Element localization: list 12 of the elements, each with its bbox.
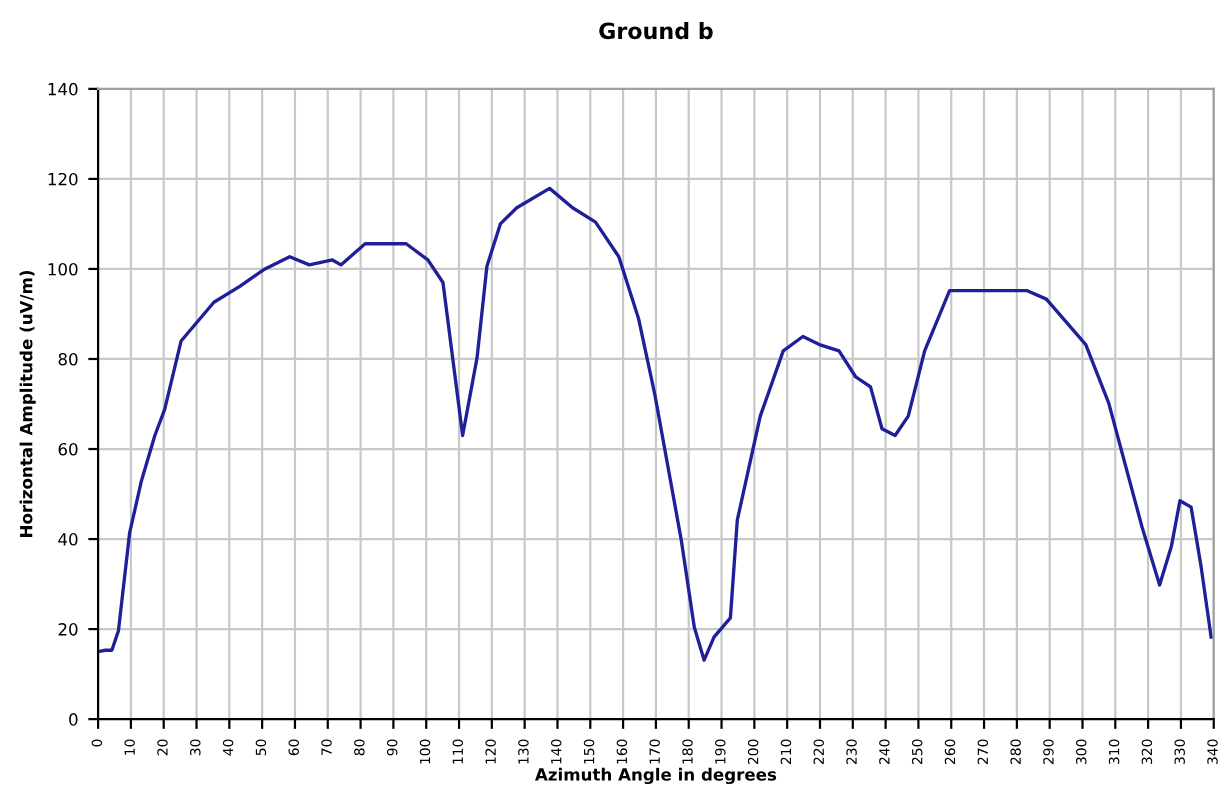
y-tick-label: 100 xyxy=(48,262,78,276)
y-tick-label: 40 xyxy=(58,533,78,546)
y-axis-title: Horizontal Amplitude (uV/m) xyxy=(19,270,36,537)
y-tick-label: 80 xyxy=(58,352,78,366)
line-series xyxy=(98,186,1213,662)
y-tick-label: 20 xyxy=(58,623,78,636)
y-tick-label: 0 xyxy=(69,713,78,726)
x-axis-title: Azimuth Angle in degrees xyxy=(535,767,777,785)
y-tick-label: 120 xyxy=(48,172,78,186)
y-tick-label: 140 xyxy=(48,82,78,96)
y-tick-label: 60 xyxy=(58,442,78,456)
chart-title: Ground b xyxy=(599,21,713,40)
